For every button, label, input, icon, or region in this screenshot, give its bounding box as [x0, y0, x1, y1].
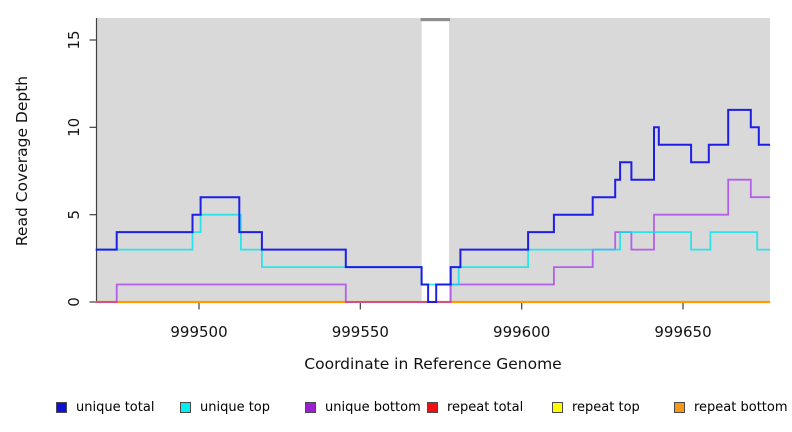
plot-background-layer	[96, 18, 770, 302]
legend-item-unique-bottom: unique bottom	[305, 401, 421, 414]
legend-item-repeat-top: repeat top	[552, 401, 640, 414]
y-tick-label: 10	[65, 118, 83, 137]
legend-label: repeat top	[572, 400, 640, 415]
x-axis-title: Coordinate in Reference Genome	[304, 355, 561, 373]
legend-item-unique-total: unique total	[56, 401, 154, 414]
legend-item-repeat-total: repeat total	[427, 401, 523, 414]
x-tick-label: 999600	[493, 323, 550, 341]
legend-label: unique total	[76, 400, 155, 415]
unique-total-swatch	[56, 402, 67, 413]
y-axis-title: Read Coverage Depth	[13, 76, 31, 246]
legend-item-repeat-bottom: repeat bottom	[674, 401, 788, 414]
y-tick-label: 0	[65, 297, 83, 307]
repeat-bottom-swatch	[674, 402, 685, 413]
x-tick-label: 999650	[654, 323, 711, 341]
series-layer	[95, 108, 771, 304]
x-tick-label: 999550	[332, 323, 389, 341]
legend-label: unique top	[200, 400, 271, 415]
legend-label: repeat total	[447, 400, 524, 415]
legend-label: repeat bottom	[694, 400, 788, 415]
masked-gap-region	[421, 18, 450, 302]
x-tick-label: 999500	[170, 323, 227, 341]
repeat-total-swatch	[427, 402, 438, 413]
unique-top-swatch	[180, 402, 191, 413]
y-tick-label: 15	[65, 30, 83, 49]
y-tick-label: 5	[65, 210, 83, 220]
series-unique-total-line	[95, 108, 771, 303]
legend: unique total unique top unique bottom re…	[0, 401, 792, 425]
repeat-top-swatch	[552, 402, 563, 413]
legend-label: unique bottom	[325, 400, 421, 415]
series-unique-top-line	[95, 213, 771, 286]
unique-bottom-swatch	[305, 402, 316, 413]
masked-gap-cap	[420, 18, 451, 22]
legend-item-unique-top: unique top	[180, 401, 270, 414]
